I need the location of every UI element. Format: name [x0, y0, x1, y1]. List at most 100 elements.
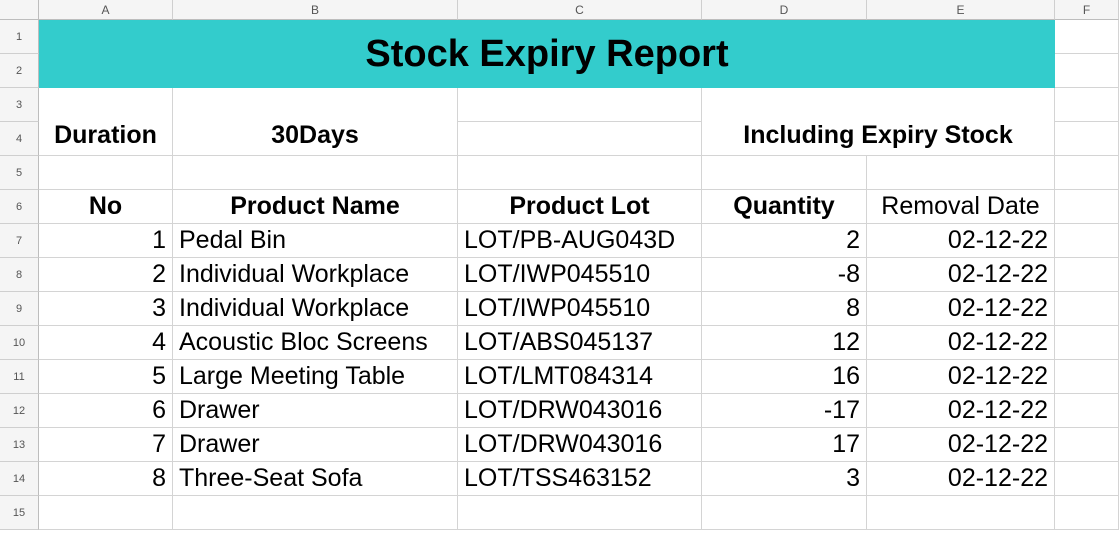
cell-c3[interactable] [458, 88, 702, 122]
report-title[interactable]: Stock Expiry Report [39, 20, 1055, 88]
item-removal-date[interactable]: 02-12-22 [867, 462, 1055, 496]
cell-f2[interactable] [1055, 54, 1119, 88]
item-name[interactable]: Three-Seat Sofa [173, 462, 458, 496]
item-name[interactable]: Drawer [173, 394, 458, 428]
cell-f7[interactable] [1055, 224, 1119, 258]
cell-f13[interactable] [1055, 428, 1119, 462]
item-name[interactable]: Individual Workplace [173, 292, 458, 326]
row-header-4[interactable]: 4 [0, 122, 39, 156]
item-quantity[interactable]: -8 [702, 258, 867, 292]
item-removal-date[interactable]: 02-12-22 [867, 224, 1055, 258]
cell-f1[interactable] [1055, 20, 1119, 54]
header-removal-date[interactable]: Removal Date [867, 190, 1055, 224]
cell-d5[interactable] [702, 156, 867, 190]
cell-c4[interactable] [458, 122, 702, 156]
including-expiry-text: Including Expiry Stock [743, 121, 1013, 149]
item-removal-date[interactable]: 02-12-22 [867, 258, 1055, 292]
item-name[interactable]: Large Meeting Table [173, 360, 458, 394]
item-quantity[interactable]: 3 [702, 462, 867, 496]
item-quantity[interactable]: 16 [702, 360, 867, 394]
item-name[interactable]: Individual Workplace [173, 258, 458, 292]
item-no[interactable]: 4 [39, 326, 173, 360]
header-product-name[interactable]: Product Name [173, 190, 458, 224]
row-header-6[interactable]: 6 [0, 190, 39, 224]
header-no[interactable]: No [39, 190, 173, 224]
cell-c5[interactable] [458, 156, 702, 190]
cell-f4[interactable] [1055, 122, 1119, 156]
duration-value[interactable]: 30Days [173, 88, 458, 156]
item-removal-date[interactable]: 02-12-22 [867, 326, 1055, 360]
item-lot[interactable]: LOT/IWP045510 [458, 258, 702, 292]
item-quantity[interactable]: -17 [702, 394, 867, 428]
header-quantity[interactable]: Quantity [702, 190, 867, 224]
item-removal-date[interactable]: 02-12-22 [867, 292, 1055, 326]
item-quantity[interactable]: 2 [702, 224, 867, 258]
row-header-9[interactable]: 9 [0, 292, 39, 326]
item-no[interactable]: 6 [39, 394, 173, 428]
item-removal-date[interactable]: 02-12-22 [867, 394, 1055, 428]
row-header-11[interactable]: 11 [0, 360, 39, 394]
item-name[interactable]: Pedal Bin [173, 224, 458, 258]
item-name[interactable]: Drawer [173, 428, 458, 462]
cell-c15[interactable] [458, 496, 702, 530]
cell-f5[interactable] [1055, 156, 1119, 190]
cell-b15[interactable] [173, 496, 458, 530]
cell-f14[interactable] [1055, 462, 1119, 496]
row-header-13[interactable]: 13 [0, 428, 39, 462]
item-lot[interactable]: LOT/DRW043016 [458, 394, 702, 428]
row-header-14[interactable]: 14 [0, 462, 39, 496]
column-header-c[interactable]: C [458, 0, 702, 20]
cell-a5[interactable] [39, 156, 173, 190]
item-lot[interactable]: LOT/PB-AUG043D [458, 224, 702, 258]
item-no[interactable]: 1 [39, 224, 173, 258]
item-removal-date[interactable]: 02-12-22 [867, 360, 1055, 394]
cell-d15[interactable] [702, 496, 867, 530]
including-expiry-label[interactable]: Including Expiry Stock [702, 88, 1055, 156]
column-header-b[interactable]: B [173, 0, 458, 20]
item-lot[interactable]: LOT/DRW043016 [458, 428, 702, 462]
cell-f12[interactable] [1055, 394, 1119, 428]
row-header-12[interactable]: 12 [0, 394, 39, 428]
row-header-10[interactable]: 10 [0, 326, 39, 360]
duration-label[interactable]: Duration [39, 88, 173, 156]
row-header-7[interactable]: 7 [0, 224, 39, 258]
row-header-2[interactable]: 2 [0, 54, 39, 88]
duration-value-text: 30Days [271, 121, 359, 149]
item-no[interactable]: 3 [39, 292, 173, 326]
item-lot[interactable]: LOT/ABS045137 [458, 326, 702, 360]
item-removal-date[interactable]: 02-12-22 [867, 428, 1055, 462]
item-name[interactable]: Acoustic Bloc Screens [173, 326, 458, 360]
cell-f11[interactable] [1055, 360, 1119, 394]
cell-a15[interactable] [39, 496, 173, 530]
row-header-15[interactable]: 15 [0, 496, 39, 530]
item-quantity[interactable]: 17 [702, 428, 867, 462]
item-lot[interactable]: LOT/IWP045510 [458, 292, 702, 326]
cell-b5[interactable] [173, 156, 458, 190]
column-header-e[interactable]: E [867, 0, 1055, 20]
column-header-f[interactable]: F [1055, 0, 1119, 20]
item-quantity[interactable]: 12 [702, 326, 867, 360]
cell-f9[interactable] [1055, 292, 1119, 326]
row-header-8[interactable]: 8 [0, 258, 39, 292]
select-all-corner[interactable] [0, 0, 39, 20]
row-header-3[interactable]: 3 [0, 88, 39, 122]
column-header-d[interactable]: D [702, 0, 867, 20]
header-product-lot[interactable]: Product Lot [458, 190, 702, 224]
cell-e15[interactable] [867, 496, 1055, 530]
cell-f15[interactable] [1055, 496, 1119, 530]
item-no[interactable]: 2 [39, 258, 173, 292]
cell-f3[interactable] [1055, 88, 1119, 122]
item-lot[interactable]: LOT/TSS463152 [458, 462, 702, 496]
cell-f6[interactable] [1055, 190, 1119, 224]
item-quantity[interactable]: 8 [702, 292, 867, 326]
column-header-a[interactable]: A [39, 0, 173, 20]
item-no[interactable]: 7 [39, 428, 173, 462]
row-header-1[interactable]: 1 [0, 20, 39, 54]
item-lot[interactable]: LOT/LMT084314 [458, 360, 702, 394]
cell-e5[interactable] [867, 156, 1055, 190]
cell-f10[interactable] [1055, 326, 1119, 360]
item-no[interactable]: 8 [39, 462, 173, 496]
item-no[interactable]: 5 [39, 360, 173, 394]
row-header-5[interactable]: 5 [0, 156, 39, 190]
cell-f8[interactable] [1055, 258, 1119, 292]
